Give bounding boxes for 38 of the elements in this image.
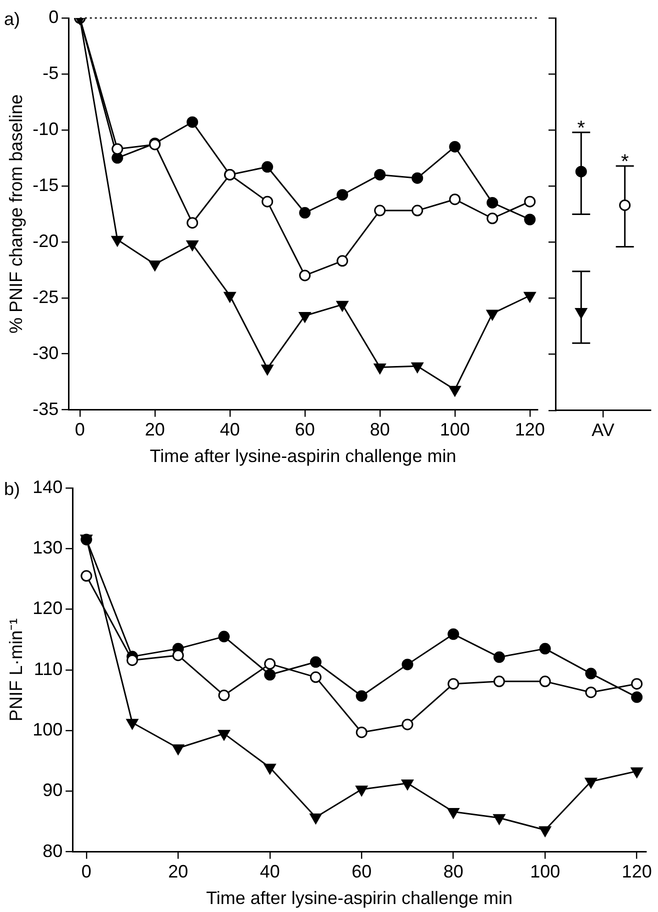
x-tick-label: 100 xyxy=(530,862,560,882)
x-tick-label: 0 xyxy=(74,420,85,440)
annotation: * xyxy=(577,117,586,140)
y-tick-label: -15 xyxy=(32,174,59,195)
x-tick-label: 20 xyxy=(168,862,188,882)
y-tick-label: 100 xyxy=(32,720,63,740)
y-tick-label: -5 xyxy=(42,62,59,83)
x-tick-label: 80 xyxy=(443,862,464,882)
y-tick-label: -35 xyxy=(32,398,59,419)
x-tick-label: 0 xyxy=(81,862,92,882)
x-tick-label: 100 xyxy=(440,420,470,440)
y-tick-label: -20 xyxy=(32,230,59,251)
text: b) xyxy=(4,479,20,499)
y-tick-label: -25 xyxy=(32,286,59,307)
y-tick-label: 90 xyxy=(42,780,63,800)
x-axis-title: Time after lysine-aspirin challenge min xyxy=(206,888,513,908)
y-axis-title: PNIF L·min⁻¹ xyxy=(6,618,26,722)
y-tick-label: 80 xyxy=(42,840,63,861)
y-tick-label: 110 xyxy=(34,658,63,679)
y-tick-label: -10 xyxy=(32,118,59,139)
y-tick-label: 140 xyxy=(32,476,63,497)
x-axis-title: Time after lysine-aspirin challenge min xyxy=(150,446,456,466)
x-tick-label: AV xyxy=(592,420,614,440)
annotation: * xyxy=(620,150,629,173)
y-tick-label: -30 xyxy=(32,342,59,363)
y-tick-label: 130 xyxy=(32,538,63,558)
y-axis-title: % PNIF change from baseline xyxy=(6,94,26,334)
y-tick-label: 0 xyxy=(48,6,59,27)
text: a) xyxy=(4,9,20,29)
x-tick-label: 60 xyxy=(294,420,315,440)
x-tick-label: 40 xyxy=(220,420,240,440)
x-tick-label: 120 xyxy=(514,420,545,440)
x-tick-label: 80 xyxy=(370,420,390,440)
x-tick-label: 60 xyxy=(352,862,372,882)
x-tick-label: 40 xyxy=(260,862,280,882)
x-tick-label: 120 xyxy=(622,862,652,882)
x-tick-label: 20 xyxy=(144,420,165,440)
y-tick-label: 120 xyxy=(32,598,63,618)
